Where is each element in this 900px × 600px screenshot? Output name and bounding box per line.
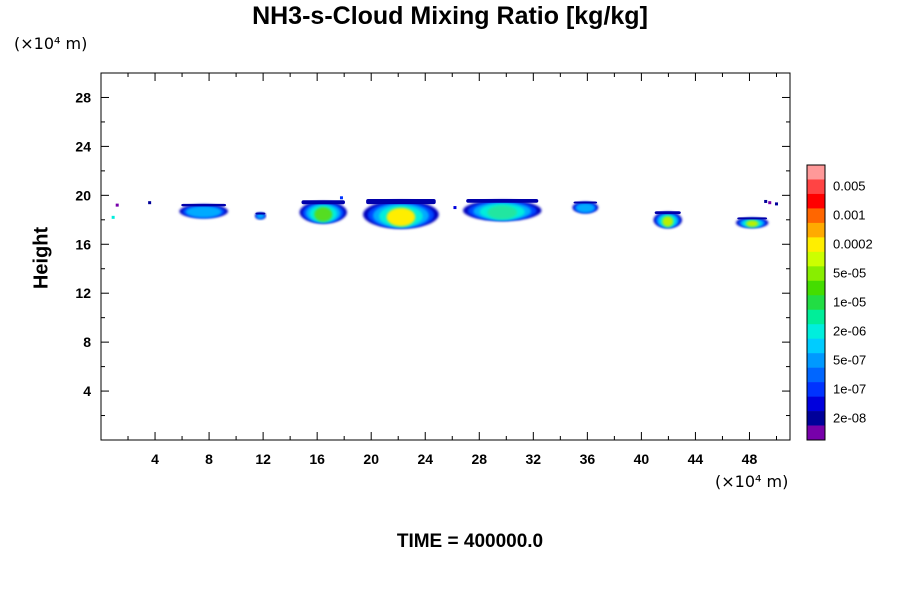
colorbar-cell [807, 295, 825, 311]
cloud-layer [575, 203, 595, 213]
colorbar-label: 0.005 [833, 179, 866, 194]
cloud-region [255, 212, 266, 219]
colorbar-label: 0.001 [833, 208, 866, 223]
x-axis-unit: (×10⁴ m) [715, 472, 789, 491]
colorbar-cell [807, 411, 825, 426]
colorbar-label: 0.0002 [833, 237, 873, 252]
colorbar: 0.005 0.001 0.0002 5e-05 1e-05 2e-06 5e-07 1e-0… [806, 164, 873, 441]
cloud-speck [115, 203, 119, 207]
x-tick-label: 20 [363, 451, 379, 467]
colorbar-cell [807, 165, 825, 180]
colorbar-cell [807, 338, 825, 354]
colorbar-cell [807, 367, 825, 383]
cloud-region [735, 217, 769, 228]
y-axis-unit: (×10⁴ m) [14, 34, 88, 53]
colorbar-label: 2e-08 [833, 410, 866, 425]
colorbar-cell [807, 237, 825, 253]
cloud-top-edge [654, 211, 681, 215]
cloud-region [653, 211, 682, 228]
cloud-layer [487, 205, 518, 220]
x-tick-label: 12 [255, 451, 271, 467]
cloud-speck [774, 202, 778, 206]
colorbar-label: 5e-07 [833, 352, 866, 367]
cloud-field [111, 196, 778, 229]
cloud-top-edge [466, 199, 539, 203]
colorbar-cell [807, 266, 825, 282]
cloud-speck [453, 206, 457, 210]
plot-frame [100, 72, 791, 441]
colorbar-cell [807, 280, 825, 296]
colorbar-frame [806, 164, 826, 441]
y-tick-label: 4 [83, 383, 91, 399]
chart-title: NH3-s-Cloud Mixing Ratio [kg/kg] [252, 2, 648, 30]
colorbar-cell [807, 309, 825, 325]
cloud-top-edge [301, 200, 345, 205]
x-tick-label: 44 [688, 451, 704, 467]
x-tick-label: 40 [634, 451, 650, 467]
cloud-top-edge [181, 203, 227, 207]
x-tick-label: 36 [580, 451, 596, 467]
cloud-layer [662, 216, 674, 227]
cloud-top-edge [255, 212, 266, 215]
colorbar-cell [807, 222, 825, 238]
cloud-layer [746, 220, 759, 227]
x-tick-label: 28 [471, 451, 487, 467]
x-tick-label: 4 [151, 451, 159, 467]
colorbar-cell [807, 396, 825, 412]
cloud-layer [256, 213, 265, 219]
colorbar-cell [807, 193, 825, 209]
colorbar-label: 1e-07 [833, 381, 866, 396]
x-tick-label: 16 [309, 451, 325, 467]
cloud-region [463, 199, 542, 221]
colorbar-label: 1e-05 [833, 295, 866, 310]
cloud-region [572, 201, 599, 214]
cloud-region [299, 200, 347, 224]
colorbar-cell [807, 179, 825, 195]
x-tick-label: 8 [205, 451, 213, 467]
cloud-top-edge [737, 217, 768, 220]
y-tick-label: 20 [75, 187, 91, 203]
x-tick-label: 48 [742, 451, 758, 467]
y-tick-label: 8 [83, 334, 91, 350]
cloud-speck [111, 215, 115, 219]
colorbar-cell [807, 208, 825, 224]
x-tick-label: 24 [417, 451, 433, 467]
cloud-speck [148, 201, 152, 205]
time-label: TIME = 400000.0 [396, 531, 544, 552]
y-tick-label: 28 [75, 89, 91, 105]
cloud-layer [314, 207, 333, 222]
colorbar-cell [807, 382, 825, 397]
cloud-region [363, 199, 439, 229]
y-tick-label: 16 [75, 236, 91, 252]
cloud-region [179, 203, 228, 219]
cloud-top-edge [573, 201, 598, 204]
colorbar-cell [807, 425, 825, 441]
colorbar-label: 2e-06 [833, 323, 866, 338]
cloud-top-edge [366, 199, 436, 205]
cloud-speck [339, 196, 343, 200]
y-tick-label: 24 [75, 138, 91, 154]
colorbar-cell [807, 251, 825, 267]
cloud-speck [768, 201, 772, 205]
colorbar-cell [807, 324, 825, 339]
colorbar-cell [807, 353, 825, 368]
cloud-layer [386, 207, 416, 227]
colorbar-label: 5e-05 [833, 266, 866, 281]
cloud-layer [185, 206, 222, 218]
cloud-speck [764, 199, 768, 203]
x-tick-label: 32 [526, 451, 542, 467]
y-tick-label: 12 [75, 285, 91, 301]
